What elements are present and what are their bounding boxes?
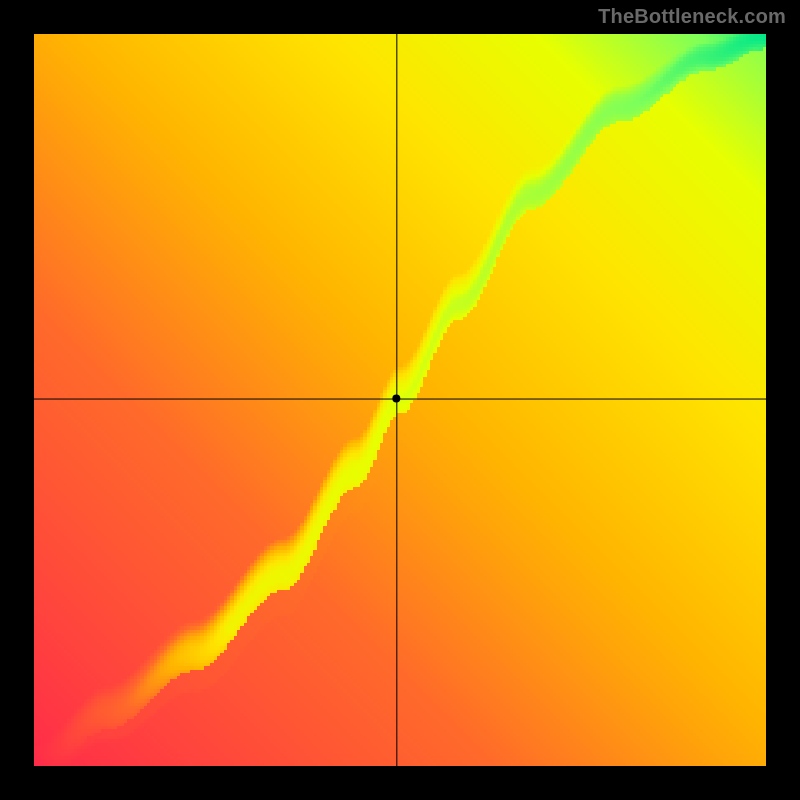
- figure-frame: TheBottleneck.com: [0, 0, 800, 800]
- heatmap-canvas: [34, 34, 766, 766]
- plot-area: [34, 34, 766, 766]
- watermark-text: TheBottleneck.com: [598, 6, 786, 29]
